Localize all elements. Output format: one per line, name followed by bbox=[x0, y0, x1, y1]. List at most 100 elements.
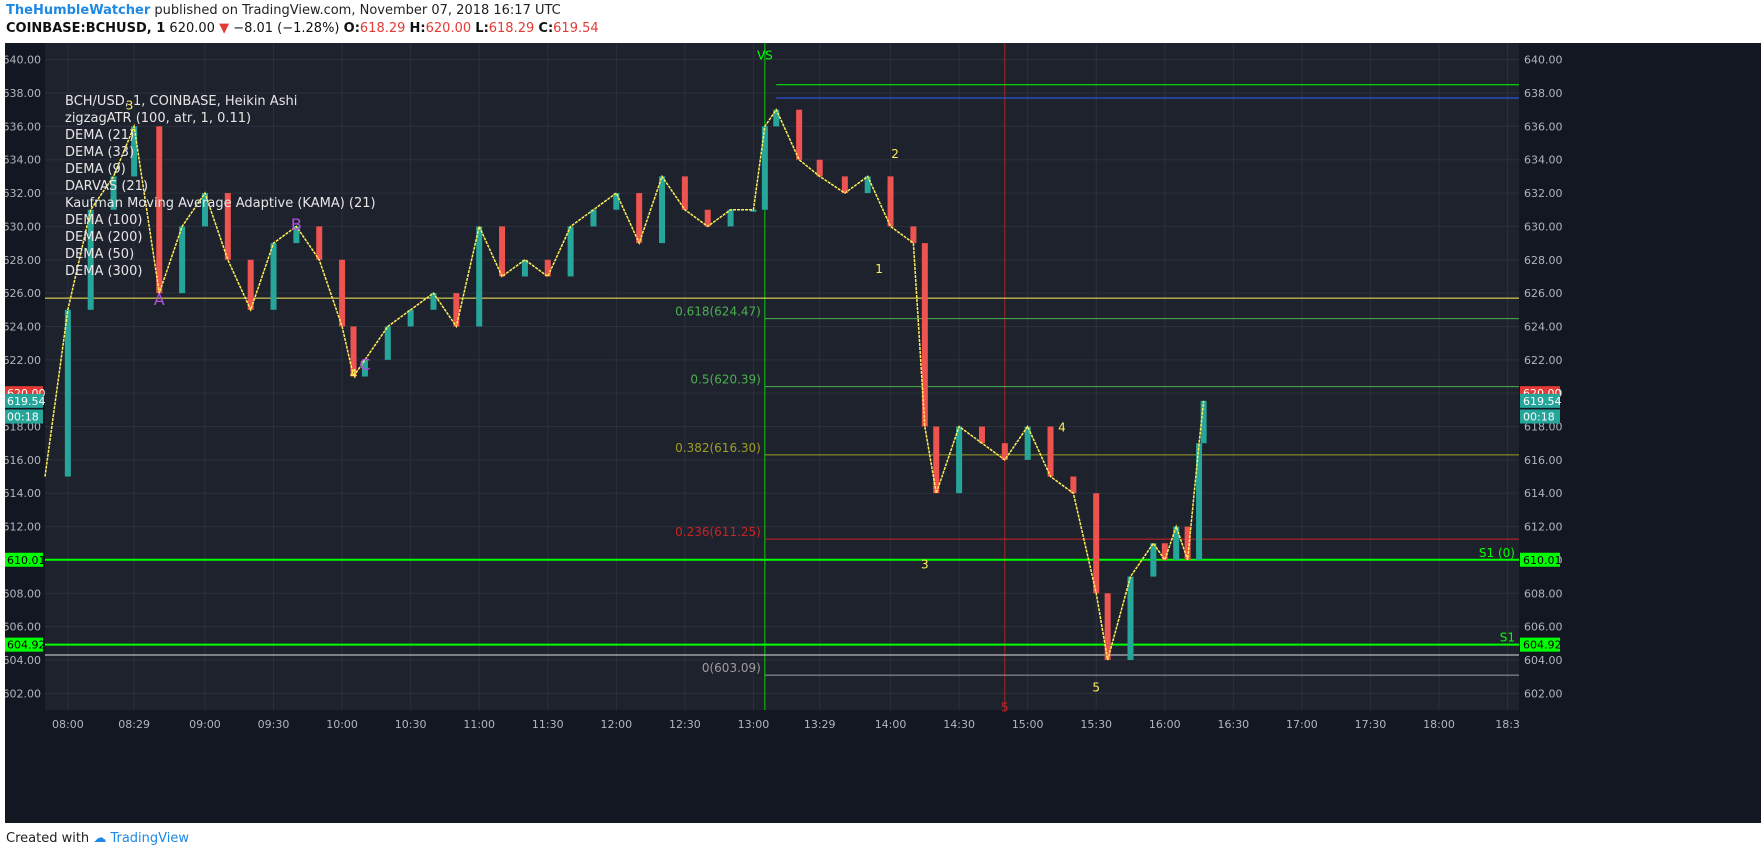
y-tick-label-right: 602.00 bbox=[1524, 687, 1563, 700]
candle-body bbox=[87, 209, 94, 310]
price-label-left bbox=[5, 393, 43, 408]
legend-title[interactable]: BCH/USD, 1, COINBASE, Heikin Ashi bbox=[65, 94, 298, 109]
x-tick-label: 16:00 bbox=[1149, 718, 1181, 731]
price-label-right-text: 610.01 bbox=[1523, 554, 1562, 567]
legend-item[interactable]: DEMA (200) bbox=[65, 230, 143, 245]
x-tick-label: 18:3 bbox=[1495, 718, 1520, 731]
tradingview-logo-icon[interactable]: ☁ bbox=[93, 831, 107, 846]
pattern-label: 5 bbox=[1001, 701, 1009, 715]
last-price: 620.00 bbox=[169, 21, 215, 36]
price-label-right bbox=[1520, 637, 1560, 652]
legend-item[interactable]: DARVAS (21) bbox=[65, 179, 149, 194]
down-arrow-icon: ▼ bbox=[219, 21, 230, 36]
x-tick-label: 14:00 bbox=[875, 718, 907, 731]
price-label-left bbox=[5, 409, 43, 424]
price-change: −8.01 (−1.28%) bbox=[233, 21, 340, 36]
y-tick-label-left: 604.00 bbox=[5, 654, 41, 667]
price-label-right-text: 00:18 bbox=[1523, 411, 1555, 424]
y-tick-label-right: 618.00 bbox=[1524, 421, 1563, 434]
candle-body bbox=[361, 359, 368, 377]
x-tick-label: 09:00 bbox=[189, 718, 221, 731]
price-label-right bbox=[1520, 393, 1560, 408]
legend-item[interactable]: DEMA (21) bbox=[65, 128, 135, 143]
legend-item[interactable]: DEMA (33) bbox=[65, 145, 135, 160]
candle-body bbox=[1196, 443, 1203, 560]
candle-body bbox=[978, 426, 985, 444]
candle-body bbox=[544, 259, 551, 277]
pattern-label: 3 bbox=[126, 99, 134, 113]
candle-body bbox=[1184, 526, 1191, 560]
pattern-label: 2 bbox=[891, 147, 899, 161]
y-tick-label-left: 636.00 bbox=[5, 120, 41, 133]
candle-body bbox=[1173, 526, 1180, 560]
tradingview-brand[interactable]: TradingView bbox=[110, 831, 189, 846]
candle-body bbox=[293, 226, 300, 244]
x-tick-label: 10:00 bbox=[326, 718, 358, 731]
y-tick-label-left: 630.00 bbox=[5, 220, 41, 233]
pattern-label: B bbox=[291, 215, 302, 234]
candle-body bbox=[64, 309, 71, 477]
y-tick-label-right: 612.00 bbox=[1524, 521, 1563, 534]
x-tick-label: 10:30 bbox=[395, 718, 427, 731]
candle-body bbox=[681, 176, 688, 210]
price-label-left-text: 619.54 bbox=[7, 395, 46, 408]
price-chart[interactable]: 602.00 602.00 604.00 604.00 606.00 606.00 608.… bbox=[3, 43, 1761, 823]
pattern-label: 3 bbox=[921, 557, 929, 571]
candle-body bbox=[350, 326, 357, 377]
candle-body bbox=[590, 209, 597, 227]
y-tick-label-left: 608.00 bbox=[5, 587, 41, 600]
x-tick-label: 14:30 bbox=[943, 718, 975, 731]
candle-body bbox=[499, 226, 506, 277]
y-tick-label-right: 628.00 bbox=[1524, 254, 1563, 267]
candle-body bbox=[131, 126, 138, 177]
candle-body bbox=[110, 176, 117, 210]
legend-item[interactable]: zigzagATR (100, atr, 1, 0.11) bbox=[65, 111, 252, 126]
pattern-label: A bbox=[154, 290, 165, 309]
x-tick-label: 17:00 bbox=[1286, 718, 1318, 731]
x-tick-label: 12:00 bbox=[600, 718, 632, 731]
x-tick-label: 15:00 bbox=[1012, 718, 1044, 731]
high-label: H: bbox=[409, 21, 426, 36]
y-tick-label-right: 636.00 bbox=[1524, 120, 1563, 133]
legend-item[interactable]: DEMA (100) bbox=[65, 213, 143, 228]
candle-body bbox=[179, 226, 186, 294]
y-tick-label-left: 640.00 bbox=[5, 54, 41, 67]
open-label: O: bbox=[343, 21, 360, 36]
legend-item[interactable]: DEMA (50) bbox=[65, 247, 135, 262]
publisher-name[interactable]: TheHumbleWatcher bbox=[6, 3, 151, 18]
candle-body bbox=[659, 176, 666, 244]
y-tick-label-right: 626.00 bbox=[1524, 287, 1563, 300]
created-with-text: Created with bbox=[6, 831, 90, 846]
candle-body bbox=[796, 109, 803, 160]
candle-body bbox=[453, 293, 460, 327]
y-tick-label-left: 616.00 bbox=[5, 454, 41, 467]
y-tick-label-right: 616.00 bbox=[1524, 454, 1563, 467]
price-label-left-text: 610.01 bbox=[7, 554, 46, 567]
candle-body bbox=[1024, 426, 1031, 460]
x-tick-label: 11:00 bbox=[463, 718, 495, 731]
x-tick-label: 08:00 bbox=[52, 718, 84, 731]
x-tick-label: 16:30 bbox=[1217, 718, 1249, 731]
candle-body bbox=[816, 159, 823, 177]
low-value: 618.29 bbox=[488, 21, 535, 36]
price-label-left bbox=[5, 637, 43, 652]
chart-area[interactable]: 602.00 602.00 604.00 604.00 606.00 606.00 608.… bbox=[3, 43, 1761, 823]
candle-body bbox=[864, 176, 871, 194]
y-tick-label-right: 622.00 bbox=[1524, 354, 1563, 367]
symbol-label: COINBASE:BCHUSD, 1 bbox=[6, 21, 166, 36]
close-label: C: bbox=[538, 21, 554, 36]
candle-body bbox=[636, 193, 643, 244]
candle-body bbox=[247, 259, 254, 310]
plot-area[interactable] bbox=[45, 43, 1519, 710]
y-tick-label-left: 638.00 bbox=[5, 87, 41, 100]
y-tick-label-left: 612.00 bbox=[5, 521, 41, 534]
legend-item[interactable]: DEMA (300) bbox=[65, 264, 143, 279]
y-tick-label-left: 614.00 bbox=[5, 487, 41, 500]
level-label: 0(603.09) bbox=[702, 661, 761, 675]
y-tick-label-left: 618.00 bbox=[5, 421, 41, 434]
legend-item[interactable]: Kaufman Moving Average Adaptive (KAMA) (… bbox=[65, 196, 376, 211]
y-tick-label-left: 628.00 bbox=[5, 254, 41, 267]
y-tick-label-left: 606.00 bbox=[5, 621, 41, 634]
legend-item[interactable]: DEMA (9) bbox=[65, 162, 126, 177]
x-tick-label: 13:00 bbox=[738, 718, 770, 731]
